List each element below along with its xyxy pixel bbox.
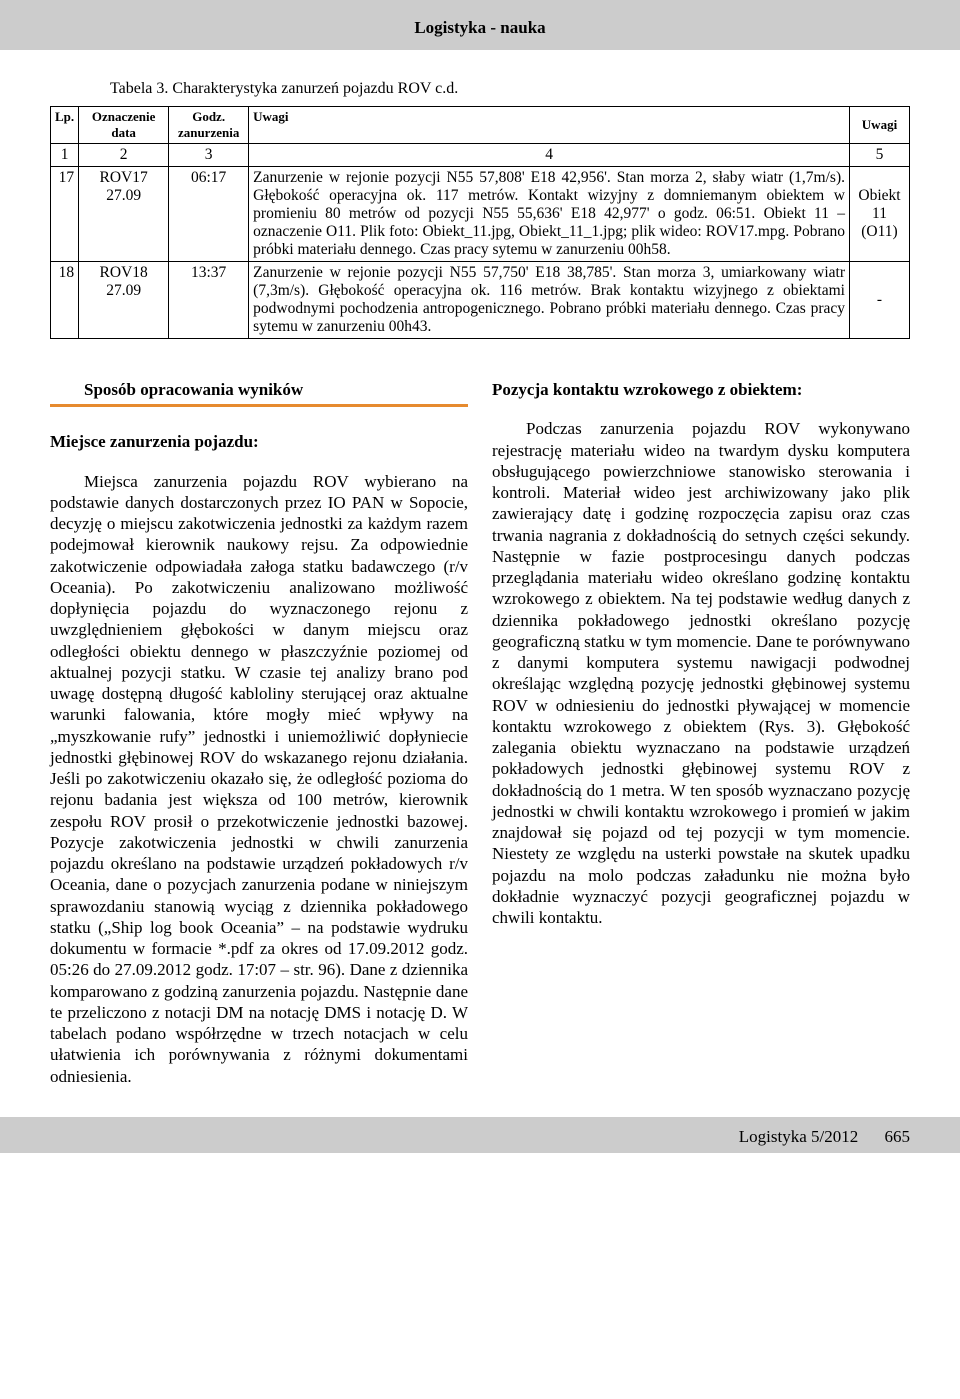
cell-ozn: ROV17 27.09 — [79, 167, 169, 262]
footer-band: Logistyka 5/2012 665 — [0, 1117, 960, 1153]
table-row: 18 ROV18 27.09 13:37 Zanurzenie w rejoni… — [51, 262, 910, 339]
th-uwagi: Uwagi — [249, 107, 850, 144]
right-column: Pozycja kontaktu wzrokowego z obiektem: … — [492, 379, 910, 1087]
table-header-row: Lp. Oznaczenie data Godz. zanurzenia Uwa… — [51, 107, 910, 144]
subheading-right: Pozycja kontaktu wzrokowego z obiektem: — [492, 379, 910, 400]
table-numrow: 1 2 3 4 5 — [51, 144, 910, 167]
page-content: Tabela 3. Charakterystyka zanurzeń pojaz… — [0, 50, 960, 1087]
table-row: 17 ROV17 27.09 06:17 Zanurzenie w rejoni… — [51, 167, 910, 262]
cell-uwagi2: Obiekt 11 (O11) — [850, 167, 910, 262]
table-caption: Tabela 3. Charakterystyka zanurzeń pojaz… — [50, 80, 910, 98]
th-lp: Lp. — [51, 107, 79, 144]
cell-uwagi: Zanurzenie w rejonie pozycji N55 57,808'… — [249, 167, 850, 262]
left-column: Sposób opracowania wyników Miejsce zanur… — [50, 379, 468, 1087]
numcell: 5 — [850, 144, 910, 167]
data-table: Lp. Oznaczenie data Godz. zanurzenia Uwa… — [50, 106, 910, 339]
th-godz: Godz. zanurzenia — [169, 107, 249, 144]
header-title: Logistyka - nauka — [414, 18, 545, 37]
paragraph: Podczas zanurzenia pojazdu ROV wykonywan… — [492, 418, 910, 928]
subheading-left: Miejsce zanurzenia pojazdu: — [50, 431, 468, 452]
numcell: 3 — [169, 144, 249, 167]
numcell: 2 — [79, 144, 169, 167]
header-band: Logistyka - nauka — [0, 0, 960, 50]
ozn-line2: 27.09 — [106, 187, 141, 204]
numcell: 1 — [51, 144, 79, 167]
footer-issue: Logistyka 5/2012 — [739, 1127, 858, 1146]
cell-godz: 06:17 — [169, 167, 249, 262]
cell-lp: 17 — [51, 167, 79, 262]
footer-page: 665 — [885, 1127, 911, 1146]
cell-ozn: ROV18 27.09 — [79, 262, 169, 339]
section-rule — [50, 404, 468, 407]
ozn-line1: ROV18 — [100, 264, 148, 281]
uwagi2-l3: (O11) — [861, 223, 897, 240]
ozn-line2: 27.09 — [106, 282, 141, 299]
cell-godz: 13:37 — [169, 262, 249, 339]
th-ozn: Oznaczenie data — [79, 107, 169, 144]
body-columns: Sposób opracowania wyników Miejsce zanur… — [50, 379, 910, 1087]
cell-uwagi2: - — [850, 262, 910, 339]
numcell: 4 — [249, 144, 850, 167]
uwagi2-l1: Obiekt — [858, 187, 900, 204]
ozn-line1: ROV17 — [100, 169, 148, 186]
section-title: Sposób opracowania wyników — [50, 379, 468, 400]
th-uwagi2: Uwagi — [850, 107, 910, 144]
cell-lp: 18 — [51, 262, 79, 339]
cell-uwagi: Zanurzenie w rejonie pozycji N55 57,750'… — [249, 262, 850, 339]
uwagi2-l2: 11 — [872, 205, 887, 222]
paragraph: Miejsca zanurzenia pojazdu ROV wybierano… — [50, 471, 468, 1087]
